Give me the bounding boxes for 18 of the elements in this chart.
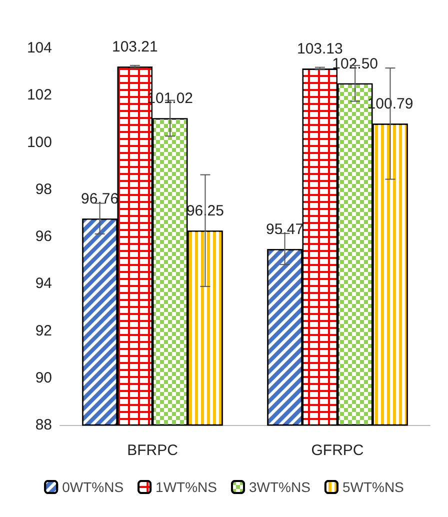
data-label: 103.21 [112, 38, 158, 56]
legend-label: 1WT%NS [156, 479, 218, 495]
y-tick-label: 90 [35, 369, 52, 386]
y-tick-label: 104 [26, 40, 52, 56]
y-tick-label: 88 [35, 416, 52, 434]
legend-label: 3WT%NS [249, 479, 310, 495]
y-tick-label: 94 [35, 275, 52, 292]
legend-label: 5WT%NS [342, 479, 404, 495]
legend-label: 0WT%NS [62, 479, 124, 495]
data-label: 103.13 [296, 40, 343, 58]
data-label: 102.50 [332, 55, 378, 72]
x-tick-label: BFRPC [127, 442, 178, 459]
y-tick-label: 96 [35, 228, 52, 245]
y-tick-label: 102 [26, 86, 52, 104]
y-tick-label: 100 [26, 134, 52, 151]
y-tick-label: 92 [35, 322, 52, 340]
y-tick-label: 98 [35, 180, 52, 198]
x-tick-label: GFRPC [311, 442, 364, 459]
